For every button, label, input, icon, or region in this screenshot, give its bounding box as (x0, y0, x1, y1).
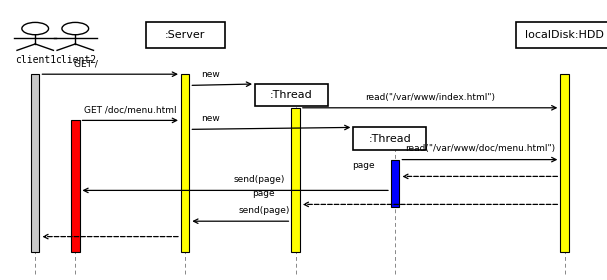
Text: client1: client1 (15, 55, 56, 65)
Bar (391, 160, 399, 207)
Text: read("/var/www/index.html"): read("/var/www/index.html") (365, 93, 495, 102)
Bar (31, 74, 39, 252)
Text: new: new (202, 114, 220, 123)
Bar (181, 74, 189, 252)
Text: :Server: :Server (165, 30, 205, 40)
Bar (146, 22, 225, 48)
Text: :Thread: :Thread (368, 134, 411, 144)
Text: send(page): send(page) (234, 175, 285, 184)
Text: GET /: GET / (74, 59, 98, 68)
Bar (560, 74, 569, 252)
Bar (255, 84, 328, 106)
Text: send(page): send(page) (239, 206, 290, 215)
Text: page: page (351, 161, 375, 170)
Text: client2: client2 (55, 55, 96, 65)
Text: read("/var/www/doc/menu.html"): read("/var/www/doc/menu.html") (405, 144, 555, 153)
Bar (291, 108, 300, 252)
Text: localDisk:HDD: localDisk:HDD (525, 30, 604, 40)
Bar (353, 127, 426, 150)
Bar (71, 120, 80, 252)
Text: new: new (202, 70, 220, 79)
Text: :Thread: :Thread (270, 90, 313, 100)
Text: GET /doc/menu.html: GET /doc/menu.html (84, 105, 177, 114)
Text: page: page (252, 189, 275, 198)
Bar (516, 22, 607, 48)
